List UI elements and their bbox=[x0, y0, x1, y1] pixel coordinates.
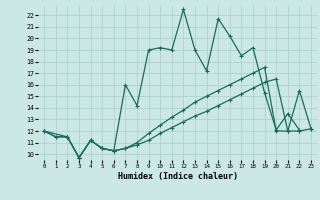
X-axis label: Humidex (Indice chaleur): Humidex (Indice chaleur) bbox=[118, 172, 238, 181]
